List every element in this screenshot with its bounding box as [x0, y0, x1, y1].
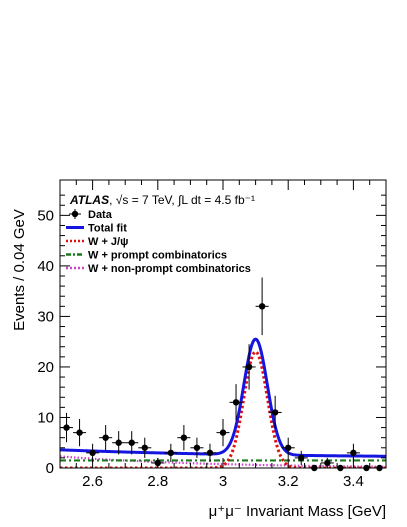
x-tick-label: 3.2 [278, 473, 299, 490]
data-point [190, 437, 204, 458]
fit-curves [60, 337, 386, 468]
legend-item-wjpsi: W + J/ψ [66, 236, 128, 248]
data-point [86, 443, 100, 462]
data-point [125, 431, 139, 455]
plot-area [60, 277, 386, 472]
y-tick-label: 10 [37, 409, 54, 426]
data-point [255, 277, 269, 336]
header-energy: √s = 7 TeV, [116, 193, 175, 207]
legend-label: W + non-prompt combinatorics [88, 263, 251, 275]
data-marker [76, 429, 83, 436]
y-tick-label: 20 [37, 359, 54, 376]
y-axis-label: Events / 0.04 GeV [11, 209, 28, 331]
data-point [320, 457, 334, 468]
axes: 2.6 2.8 3 3.2 3.4 0 10 20 30 40 50 [37, 179, 387, 490]
data-marker [180, 434, 188, 441]
data-point [177, 425, 191, 451]
data-point [164, 443, 178, 462]
header-experiment: ATLAS [69, 193, 109, 207]
legend-item-data: Data [69, 209, 113, 221]
data-point [216, 418, 230, 447]
legend-item-total: Total fit [66, 223, 127, 235]
header: ATLAS, √s = 7 TeV, ∫L dt = 4.5 fb⁻¹ [69, 193, 255, 207]
x-tick-label: 2.6 [82, 473, 103, 490]
y-tick-label: 50 [37, 207, 54, 224]
x-tick-label: 3.4 [343, 473, 364, 490]
y-tick-label: 0 [46, 460, 54, 477]
data-point [112, 431, 126, 455]
data-marker [115, 439, 122, 446]
data-marker [271, 409, 279, 416]
data-point [203, 443, 217, 462]
data-marker [141, 444, 148, 451]
data-marker [167, 449, 175, 457]
data-marker [102, 434, 109, 441]
x-axis-label: μ⁺μ⁻ Invariant Mass [GeV] [209, 503, 386, 520]
legend-item-prompt: W + prompt combinatorics [66, 250, 227, 262]
x-tick-label: 2.8 [147, 473, 168, 490]
data-marker [245, 363, 253, 371]
data-point [99, 425, 113, 451]
legend-swatch-marker [71, 210, 79, 218]
data-marker [89, 449, 96, 457]
y-tick-label: 30 [37, 308, 54, 325]
legend-label: W + prompt combinatorics [88, 250, 227, 262]
data-marker [128, 439, 135, 446]
data-marker [193, 444, 201, 451]
data-point [138, 437, 152, 458]
legend-label: W + J/ψ [88, 236, 128, 248]
curve-total-fit [60, 337, 386, 458]
data-point [294, 450, 308, 465]
data-marker [324, 459, 331, 467]
legend-label: Data [88, 209, 113, 221]
svg-text:ATLAS, √s = 7 TeV, ∫L dt = 4.5: ATLAS, √s = 7 TeV, ∫L dt = 4.5 fb⁻¹ [69, 193, 255, 207]
data-point [268, 395, 282, 430]
x-tick-label: 3 [219, 473, 227, 490]
legend-item-nonprompt: W + non-prompt combinatorics [66, 263, 251, 275]
data-point [73, 418, 87, 447]
data-marker [232, 399, 240, 406]
data-marker [63, 424, 70, 431]
data-point [281, 437, 295, 458]
y-tick-label: 40 [37, 258, 54, 275]
data-point [229, 384, 243, 421]
header-lumi: ∫L dt = 4.5 fb⁻¹ [177, 193, 255, 207]
data-marker [258, 303, 266, 310]
data-marker [206, 449, 214, 457]
legend-label: Total fit [88, 223, 127, 235]
data-marker [350, 449, 357, 457]
data-marker [298, 454, 305, 462]
data-point [242, 344, 256, 390]
data-marker [219, 429, 227, 436]
data-marker [285, 444, 292, 451]
data-points [60, 277, 386, 472]
